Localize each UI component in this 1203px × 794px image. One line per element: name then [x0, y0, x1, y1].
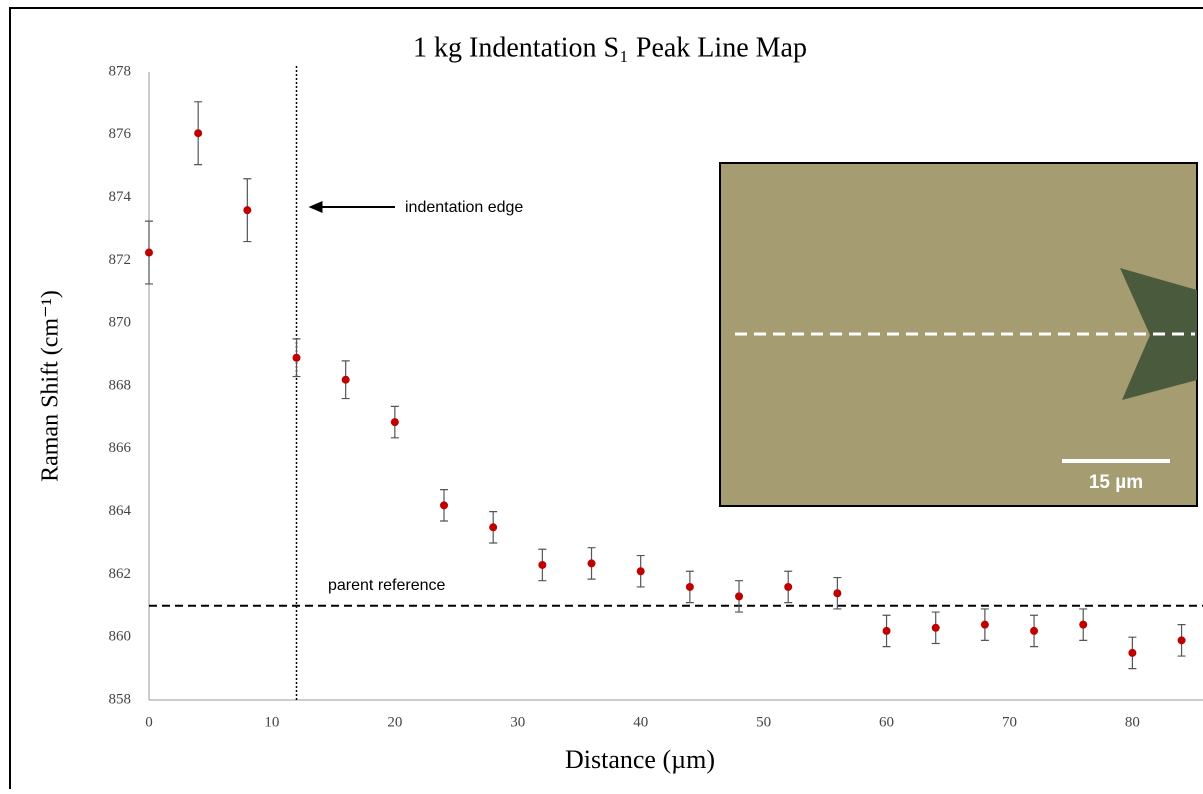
point: [145, 248, 153, 257]
point: [980, 620, 989, 629]
y-tick-label: 860: [109, 629, 132, 645]
point: [784, 582, 793, 591]
point: [440, 501, 449, 510]
reference-label: parent reference: [328, 577, 446, 594]
point: [538, 560, 547, 569]
point: [292, 353, 301, 362]
y-tick-label: 878: [109, 63, 132, 79]
point: [390, 418, 399, 427]
point: [1079, 620, 1088, 629]
x-tick-label: 60: [879, 714, 894, 730]
y-tick-label: 862: [109, 566, 132, 582]
x-axis-label: Distance (µm): [565, 745, 715, 774]
point: [636, 567, 645, 576]
x-tick-label: 40: [633, 714, 648, 730]
x-tick-label: 70: [1002, 714, 1017, 730]
point: [243, 206, 252, 215]
y-tick-label: 864: [109, 503, 132, 519]
point: [194, 129, 203, 138]
x-tick-label: 10: [264, 714, 279, 730]
edge-label: indentation edge: [405, 199, 523, 216]
y-tick-label: 876: [109, 126, 132, 142]
point: [735, 592, 744, 601]
x-tick-label: 30: [510, 714, 525, 730]
point: [931, 623, 940, 632]
point: [489, 523, 498, 532]
x-tick-label: 80: [1125, 714, 1140, 730]
y-tick-label: 858: [109, 691, 132, 707]
x-tick-label: 50: [756, 714, 771, 730]
point: [1128, 648, 1137, 657]
edge-arrowhead: [308, 201, 323, 213]
point: [1030, 626, 1039, 635]
point: [882, 626, 891, 635]
y-tick-label: 874: [109, 189, 132, 205]
x-tick-label: 20: [387, 714, 402, 730]
y-tick-label: 870: [109, 315, 132, 331]
frame: [9, 7, 1203, 789]
chart-title: 1 kg Indentation S₁ Peak Line Map: [413, 32, 807, 63]
point: [587, 559, 596, 568]
y-tick-label: 868: [109, 377, 132, 393]
scale-label: 15 µm: [1089, 472, 1143, 493]
y-tick-label: 872: [109, 252, 132, 268]
point: [341, 375, 350, 384]
point: [1177, 636, 1186, 645]
y-tick-label: 866: [109, 440, 132, 456]
y-axis-label: Raman Shift (cm⁻¹): [38, 290, 64, 482]
point: [685, 582, 694, 591]
x-tick-label: 0: [145, 714, 153, 730]
inset: 15 µm: [719, 162, 1198, 507]
point: [833, 589, 842, 598]
